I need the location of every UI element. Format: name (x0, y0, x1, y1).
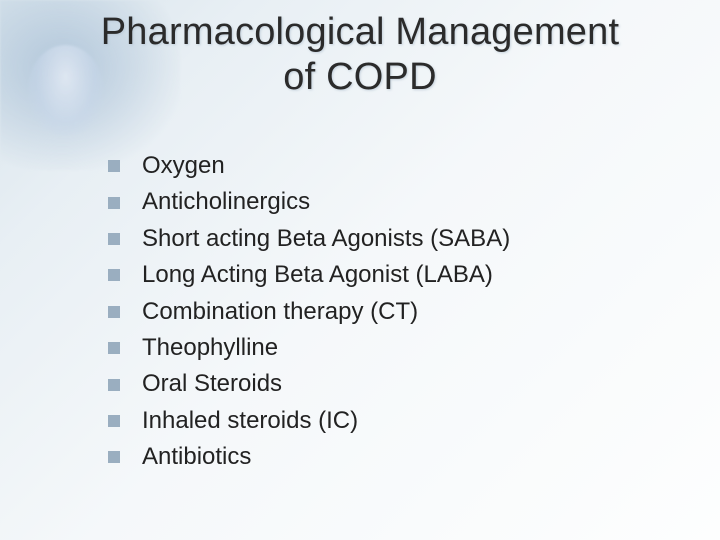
square-bullet-icon (108, 269, 120, 281)
list-item-text: Combination therapy (CT) (142, 296, 418, 328)
list-item: Inhaled steroids (IC) (108, 405, 680, 437)
square-bullet-icon (108, 306, 120, 318)
square-bullet-icon (108, 342, 120, 354)
square-bullet-icon (108, 415, 120, 427)
list-item: Combination therapy (CT) (108, 296, 680, 328)
title-line-1: Pharmacological Management (101, 11, 619, 53)
list-item: Oral Steroids (108, 368, 680, 400)
list-item: Long Acting Beta Agonist (LABA) (108, 259, 680, 291)
list-item: Anticholinergics (108, 186, 680, 218)
list-item: Antibiotics (108, 441, 680, 473)
list-item-text: Oxygen (142, 150, 225, 182)
list-item: Theophylline (108, 332, 680, 364)
list-item-text: Inhaled steroids (IC) (142, 405, 358, 437)
slide-title: Pharmacological Management of COPD (0, 10, 720, 100)
list-item-text: Long Acting Beta Agonist (LABA) (142, 259, 493, 291)
list-item-text: Theophylline (142, 332, 278, 364)
square-bullet-icon (108, 379, 120, 391)
slide: Pharmacological Management of COPD Oxyge… (0, 0, 720, 540)
bullet-list: Oxygen Anticholinergics Short acting Bet… (108, 150, 680, 478)
list-item-text: Antibiotics (142, 441, 251, 473)
list-item: Oxygen (108, 150, 680, 182)
square-bullet-icon (108, 197, 120, 209)
square-bullet-icon (108, 233, 120, 245)
square-bullet-icon (108, 160, 120, 172)
list-item-text: Anticholinergics (142, 186, 310, 218)
square-bullet-icon (108, 451, 120, 463)
title-line-2: of COPD (283, 56, 436, 98)
list-item-text: Oral Steroids (142, 368, 282, 400)
list-item: Short acting Beta Agonists (SABA) (108, 223, 680, 255)
list-item-text: Short acting Beta Agonists (SABA) (142, 223, 510, 255)
